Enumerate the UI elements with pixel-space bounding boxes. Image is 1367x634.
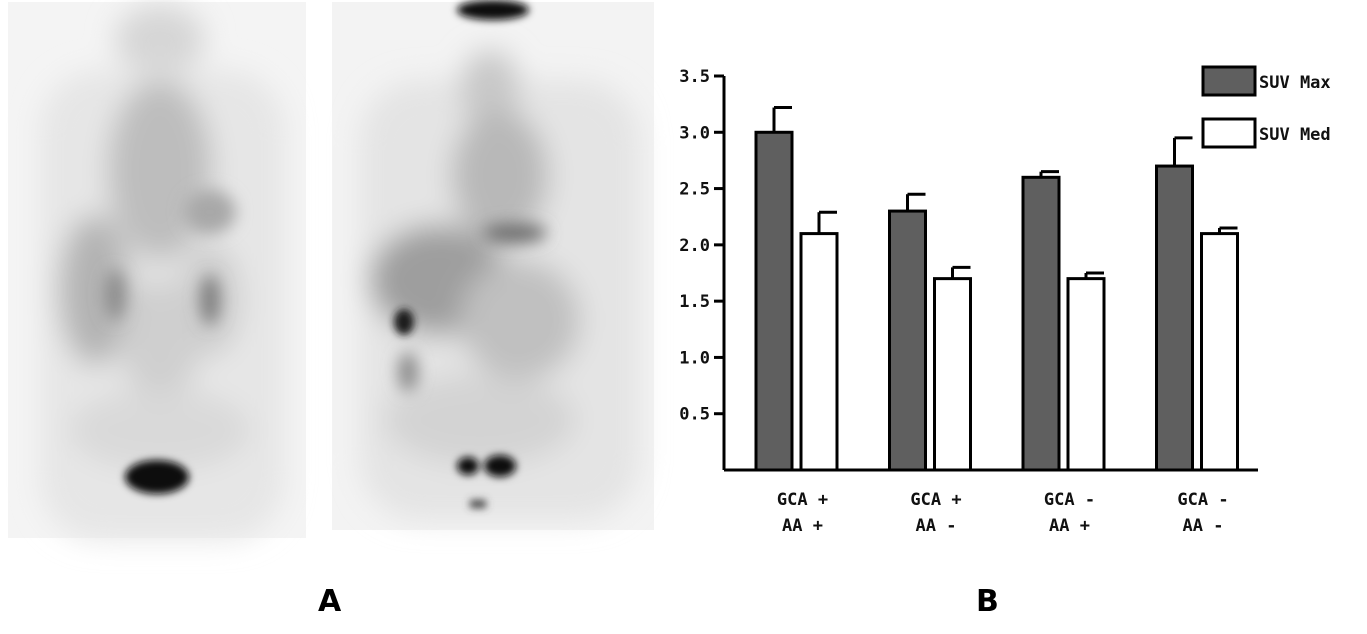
bar-suv-med xyxy=(799,232,839,472)
legend-label: SUV Med xyxy=(1259,125,1331,145)
y-tick-label: 2.0 xyxy=(679,236,710,256)
legend-swatch xyxy=(1201,117,1257,149)
y-tick-label: 0.5 xyxy=(679,405,710,425)
panel-b-label: B xyxy=(976,584,999,619)
bar-suv-max xyxy=(754,130,794,472)
y-tick-label: 3.5 xyxy=(679,67,710,87)
legend: SUV Max SUV Med xyxy=(1201,65,1331,149)
bar-series xyxy=(754,106,1239,472)
y-tick-label: 3.0 xyxy=(679,123,710,143)
y-tick-label: 1.5 xyxy=(679,292,710,312)
category-label: GCA - xyxy=(1177,490,1228,510)
category-label: GCA + xyxy=(777,490,828,510)
bar-suv-max xyxy=(1155,164,1194,472)
category-label: AA - xyxy=(1183,516,1224,536)
panel-a-label: A xyxy=(318,584,342,619)
y-tick-label: 2.5 xyxy=(679,180,710,200)
pet-scan-2 xyxy=(332,0,654,530)
category-labels: GCA + AA + GCA + AA - GCA - AA + GCA - AA - xyxy=(777,490,1229,536)
category-label: GCA + xyxy=(910,490,961,510)
bar-suv-max xyxy=(1021,175,1061,472)
bar-suv-med xyxy=(933,277,972,472)
legend-label: SUV Max xyxy=(1259,73,1331,93)
category-label: AA + xyxy=(782,516,823,536)
bar-suv-med xyxy=(1200,232,1239,472)
category-label: AA - xyxy=(916,516,957,536)
category-label: GCA - xyxy=(1044,490,1095,510)
pet-scan-1 xyxy=(8,2,306,540)
bar-suv-med xyxy=(1066,277,1106,472)
y-tick-label: 1.0 xyxy=(679,348,710,368)
category-label: AA + xyxy=(1049,516,1090,536)
y-axis-ticks: 0.5 1.0 1.5 2.0 2.5 3.0 3.5 xyxy=(679,67,724,425)
legend-swatch xyxy=(1201,65,1257,97)
bar-suv-max xyxy=(888,209,927,472)
